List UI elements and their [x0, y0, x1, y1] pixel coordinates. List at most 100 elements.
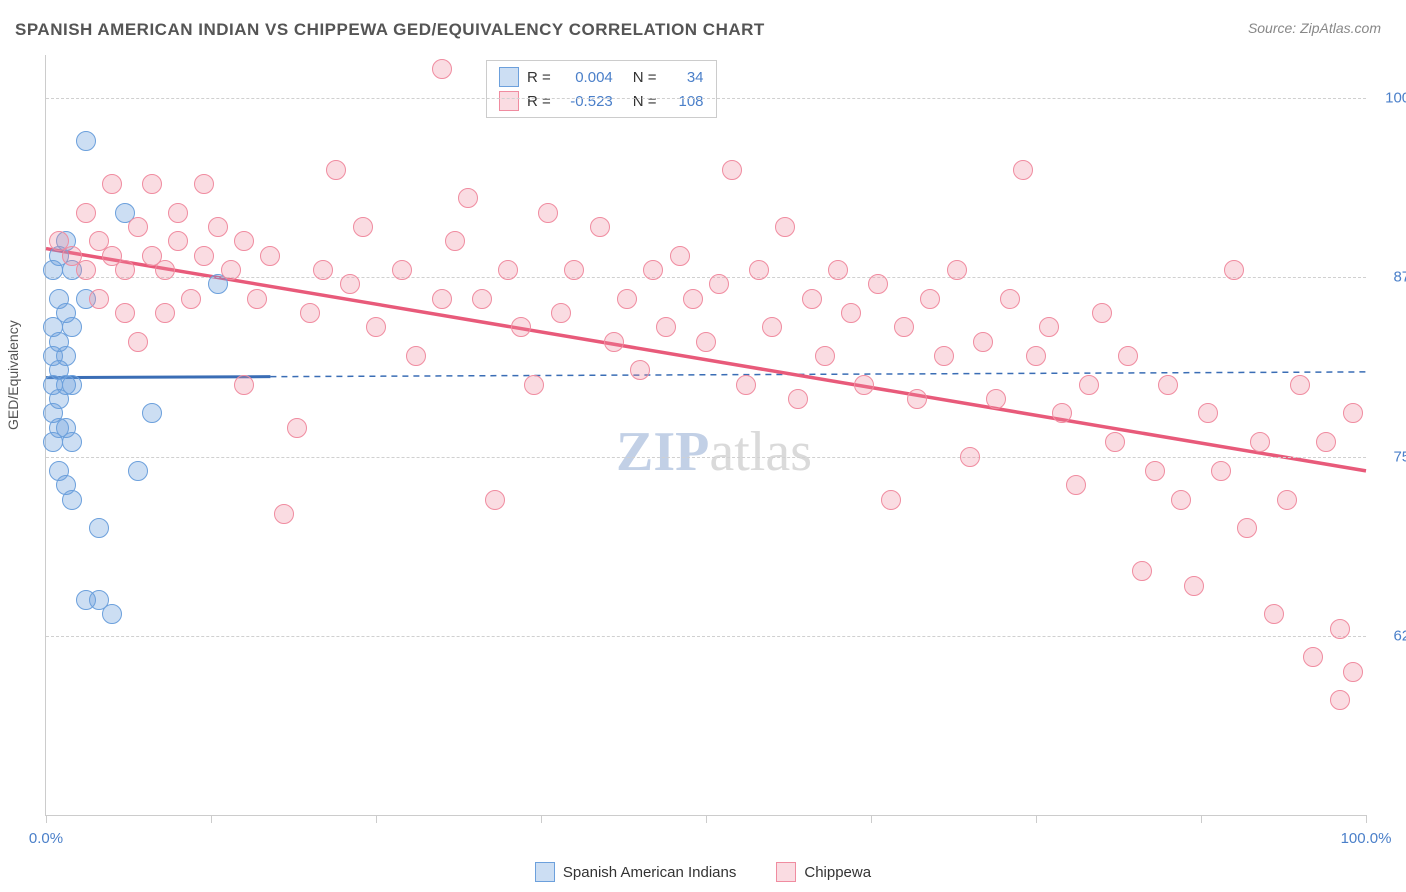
scatter-point [102, 174, 122, 194]
scatter-point [511, 317, 531, 337]
scatter-point [551, 303, 571, 323]
swatch-icon [499, 67, 519, 87]
scatter-point [1105, 432, 1125, 452]
scatter-point [828, 260, 848, 280]
y-axis-label: GED/Equivalency [5, 320, 21, 430]
scatter-point [1013, 160, 1033, 180]
scatter-point [1303, 647, 1323, 667]
scatter-point [168, 203, 188, 223]
chart-plot-area: ZIPatlas R = 0.004 N = 34 R = -0.523 N =… [45, 55, 1366, 816]
scatter-point [1343, 662, 1363, 682]
scatter-point [1132, 561, 1152, 581]
scatter-point [353, 217, 373, 237]
scatter-point [115, 260, 135, 280]
scatter-point [287, 418, 307, 438]
scatter-point [76, 203, 96, 223]
trend-lines [46, 55, 1366, 815]
scatter-point [1237, 518, 1257, 538]
scatter-point [89, 289, 109, 309]
scatter-point [1092, 303, 1112, 323]
scatter-point [76, 260, 96, 280]
swatch-icon [535, 862, 555, 882]
scatter-point [128, 461, 148, 481]
r-value: 0.004 [563, 69, 613, 86]
xtick-label: 0.0% [29, 830, 63, 847]
xtick [1036, 815, 1037, 823]
scatter-point [168, 231, 188, 251]
scatter-point [1264, 604, 1284, 624]
scatter-point [300, 303, 320, 323]
scatter-point [62, 375, 82, 395]
n-label: N = [633, 69, 657, 86]
scatter-point [234, 375, 254, 395]
scatter-point [788, 389, 808, 409]
scatter-point [406, 346, 426, 366]
scatter-point [1330, 690, 1350, 710]
scatter-point [1171, 490, 1191, 510]
scatter-point [683, 289, 703, 309]
scatter-point [643, 260, 663, 280]
scatter-point [234, 231, 254, 251]
scatter-point [102, 604, 122, 624]
scatter-point [815, 346, 835, 366]
scatter-point [392, 260, 412, 280]
legend-label: Chippewa [804, 864, 871, 881]
scatter-point [1250, 432, 1270, 452]
scatter-point [155, 260, 175, 280]
xtick [211, 815, 212, 823]
legend-bottom: Spanish American Indians Chippewa [0, 862, 1406, 882]
scatter-point [973, 332, 993, 352]
scatter-point [1211, 461, 1231, 481]
scatter-point [1198, 403, 1218, 423]
scatter-point [736, 375, 756, 395]
scatter-point [722, 160, 742, 180]
grid-line [46, 98, 1366, 99]
xtick [1201, 815, 1202, 823]
scatter-point [604, 332, 624, 352]
scatter-point [934, 346, 954, 366]
xtick [541, 815, 542, 823]
scatter-point [247, 289, 267, 309]
scatter-point [1079, 375, 1099, 395]
scatter-point [326, 160, 346, 180]
scatter-point [656, 317, 676, 337]
scatter-point [617, 289, 637, 309]
scatter-point [194, 174, 214, 194]
ytick-label: 62.5% [1393, 627, 1406, 644]
scatter-point [498, 260, 518, 280]
scatter-point [1066, 475, 1086, 495]
scatter-point [366, 317, 386, 337]
n-value: 108 [669, 93, 704, 110]
swatch-icon [499, 91, 519, 111]
scatter-point [1026, 346, 1046, 366]
scatter-point [181, 289, 201, 309]
legend-item: Spanish American Indians [535, 862, 736, 882]
xtick [1366, 815, 1367, 823]
scatter-point [1145, 461, 1165, 481]
r-value: -0.523 [563, 93, 613, 110]
scatter-point [538, 203, 558, 223]
scatter-point [670, 246, 690, 266]
scatter-point [986, 389, 1006, 409]
scatter-point [630, 360, 650, 380]
xtick [871, 815, 872, 823]
scatter-point [432, 289, 452, 309]
scatter-point [76, 131, 96, 151]
scatter-point [62, 317, 82, 337]
scatter-point [775, 217, 795, 237]
scatter-point [590, 217, 610, 237]
stats-row: R = -0.523 N = 108 [499, 89, 704, 113]
scatter-point [868, 274, 888, 294]
scatter-point [142, 174, 162, 194]
grid-line [46, 457, 1366, 458]
scatter-point [62, 432, 82, 452]
ytick-label: 87.5% [1393, 269, 1406, 286]
scatter-point [485, 490, 505, 510]
scatter-point [1343, 403, 1363, 423]
scatter-point [749, 260, 769, 280]
scatter-point [1290, 375, 1310, 395]
scatter-point [564, 260, 584, 280]
scatter-point [894, 317, 914, 337]
scatter-point [524, 375, 544, 395]
source-label: Source: ZipAtlas.com [1248, 20, 1381, 36]
